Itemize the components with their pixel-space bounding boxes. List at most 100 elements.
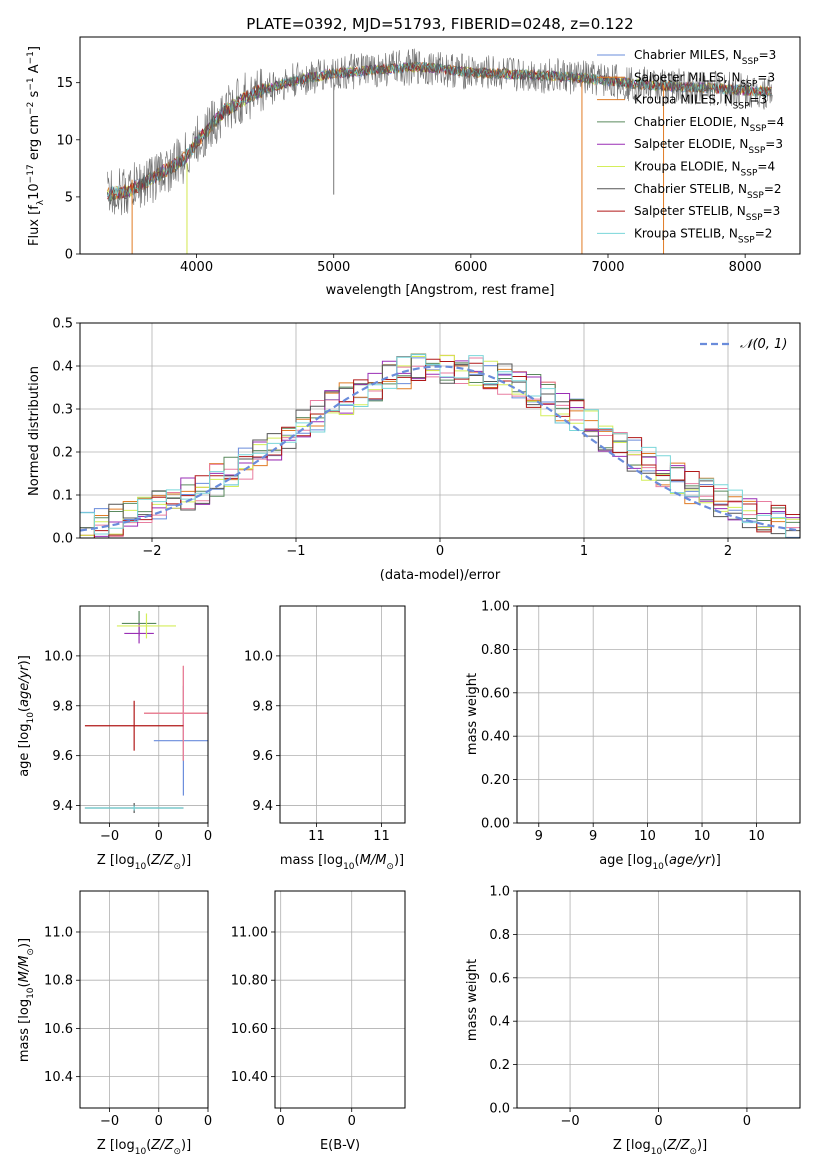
y-tick-label: 0.5	[52, 317, 73, 332]
y-tick-label: 0.3	[52, 403, 73, 418]
x-tick-label: 6000	[454, 260, 487, 275]
weight-series	[539, 702, 709, 817]
label-part: =4	[766, 115, 784, 129]
x-tick-label: 11	[373, 829, 390, 844]
label-part: Z [log	[613, 1138, 651, 1153]
legend-label: Kroupa STELIB, NSSP=2	[634, 226, 772, 245]
y-tick-label: 9.4	[52, 799, 73, 814]
legend-label: 𝒩(0, 1)	[740, 337, 787, 352]
label-part: =3	[750, 93, 768, 107]
x-tick-label: 10	[639, 829, 656, 844]
y-tick-label: 0	[65, 248, 73, 263]
label-part: age/yr	[669, 853, 712, 868]
y-tick-label: 10.8	[44, 974, 73, 989]
label-part: 10	[135, 1147, 147, 1157]
label-part: (	[17, 982, 32, 987]
x-tick-label: −2	[142, 544, 161, 559]
label-part: SSP	[741, 169, 758, 179]
x-tick-label: 0	[155, 829, 163, 844]
label-part: (	[662, 1138, 667, 1153]
label-part: )]	[17, 938, 32, 948]
x-axis-label: Z [log10(Z/Z⊙)]	[97, 853, 191, 872]
label-part: −17	[26, 164, 36, 183]
1: −0 0 09.49.69.810.0Z [log10(Z/Z⊙)]age [log…	[17, 605, 212, 872]
label-part: )]	[711, 853, 721, 868]
y-axis-label: mass weight	[465, 959, 480, 1041]
label-part: 10	[26, 712, 36, 724]
label-part: )]	[181, 853, 191, 868]
y-tick-label: 0.0	[489, 1102, 510, 1117]
y-tick-label: 1.0	[489, 885, 510, 900]
legend-label: Salpeter STELIB, NSSP=3	[634, 204, 780, 223]
label-part: SSP	[741, 79, 758, 89]
y-tick-label: 0.80	[481, 643, 510, 658]
label-part: Z [log	[97, 853, 135, 868]
label-part: age [log	[599, 853, 652, 868]
label-part: 10	[26, 987, 36, 999]
weight-series	[539, 691, 735, 817]
figure-title: PLATE=0392, MJD=51793, FIBERID=0248, z=0…	[246, 15, 633, 33]
weight-series	[604, 717, 735, 776]
label-part: =3	[765, 137, 783, 151]
axes-frame	[279, 605, 406, 824]
axes-frame	[516, 605, 801, 824]
plot-area	[80, 353, 800, 538]
label-part: (	[664, 853, 669, 868]
x-tick-label: 7000	[591, 260, 624, 275]
y-tick-label: 0.4	[52, 360, 73, 375]
residual-axes: −2 −1 0 1 2 0.0 0.1 0.2 0.3 0.4 0.5 𝒩(0, 1) (data-mo…	[27, 317, 801, 583]
label-part: age/yr	[17, 664, 32, 707]
label-part: 10	[651, 1147, 663, 1157]
label-part: =2	[755, 226, 773, 240]
plot-area	[107, 48, 773, 254]
y-tick-label: 5	[65, 190, 73, 205]
x-tick-label: 10	[694, 829, 711, 844]
y-axis-label: Normed distribution	[27, 366, 42, 496]
y-tick-label: 0.0	[52, 532, 73, 547]
label-part: ⊙	[26, 948, 36, 956]
y-tick-label: 9.8	[52, 699, 73, 714]
label-part: =3	[759, 48, 777, 62]
y-tick-label: 10	[56, 133, 73, 148]
label-part: ⊙	[173, 862, 181, 872]
label-part: 10	[27, 183, 42, 200]
label-part: Kroupa ELODIE, N	[634, 160, 741, 174]
x-tick-label: 11	[308, 829, 325, 844]
y-tick-label: 0.4	[489, 1015, 510, 1030]
label-part: Flux [f	[27, 205, 42, 246]
label-part: Salpeter MILES, N	[634, 70, 741, 84]
legend-label: Kroupa ELODIE, NSSP=4	[634, 160, 775, 179]
label-part: )]	[394, 853, 404, 868]
x-tick-label: 0	[277, 1114, 285, 1129]
weight-series	[604, 712, 643, 716]
x-tick-label: 8000	[729, 260, 762, 275]
legend-label: Chabrier MILES, NSSP=3	[634, 48, 776, 67]
label-part: Z/Z	[150, 1138, 174, 1153]
x-tick-label: 0	[348, 1114, 356, 1129]
y-tick-label: 9.6	[252, 749, 273, 764]
y-tick-label: 9.4	[252, 799, 273, 814]
label-part: Chabrier ELODIE, N	[634, 115, 750, 129]
y-tick-label: 10.6	[44, 1022, 73, 1037]
y-tick-label: 0.60	[481, 686, 510, 701]
y-tick-label: 10.0	[244, 649, 273, 664]
y-axis-label: mass weight	[465, 673, 480, 755]
axes-frame	[79, 36, 801, 255]
spectrum-series	[107, 48, 773, 216]
label-part: erg cm	[27, 115, 42, 164]
label-part: λ	[36, 199, 46, 205]
axes-frame	[516, 890, 801, 1109]
y-tick-label: 0.00	[481, 817, 510, 832]
label-part: ⊙	[173, 1147, 181, 1157]
weight-series	[604, 712, 643, 716]
plot-area	[85, 903, 223, 1106]
label-part: SSP	[746, 213, 763, 223]
label-part: =3	[763, 204, 781, 218]
spectrum-axes: 4000 5000 6000 7000 8000 0 5 10 15 Chabrier MILES…	[26, 36, 801, 298]
1: 9 9 10 10 10 0.00 0.20 0.40 0.60 0.80 1.00 mass wei…	[465, 600, 801, 872]
label-part: (	[146, 1138, 151, 1153]
x-tick-label: 9	[535, 829, 543, 844]
label-part: SSP	[742, 57, 759, 67]
weight-series	[526, 1019, 659, 1108]
y-tick-label: 9.6	[52, 749, 73, 764]
